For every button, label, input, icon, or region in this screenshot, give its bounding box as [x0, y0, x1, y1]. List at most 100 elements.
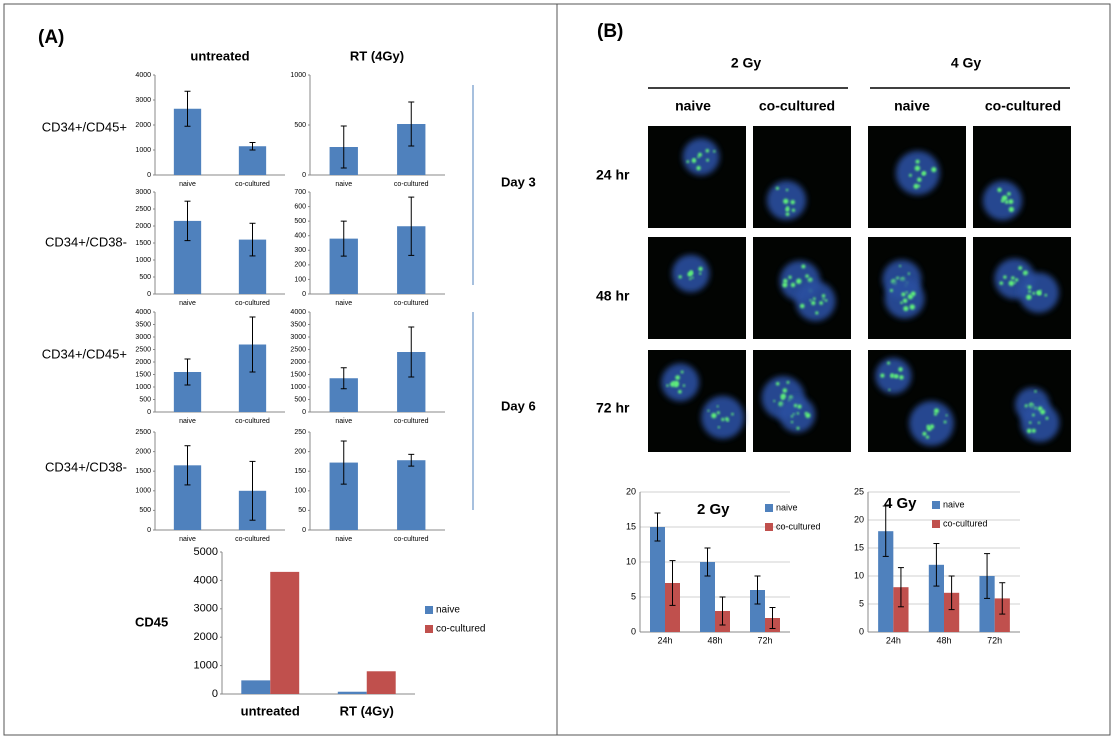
y-tick-label: 2500	[135, 346, 151, 353]
row-label: 24 hr	[596, 167, 630, 183]
focus	[680, 370, 684, 374]
focus	[1011, 276, 1015, 280]
day-label: Day 3	[501, 174, 536, 189]
y-tick-label: 150	[294, 468, 306, 475]
focus	[1028, 421, 1032, 424]
y-tick-label: 0	[302, 291, 306, 298]
row-label: CD34+/CD45+	[42, 119, 127, 134]
focus	[933, 408, 939, 414]
focus	[1008, 199, 1014, 205]
error-bar	[340, 125, 347, 169]
bar	[665, 583, 680, 632]
legend-swatch	[425, 625, 433, 633]
y-tick-label: 3000	[194, 603, 218, 615]
y-tick-label: 1000	[194, 660, 218, 672]
focus	[1028, 290, 1031, 293]
micrograph	[753, 237, 851, 339]
nucleus	[909, 401, 954, 446]
focus	[819, 301, 823, 305]
x-tick-label: 72h	[757, 635, 772, 645]
bar	[366, 671, 396, 694]
focus	[1034, 407, 1037, 410]
bar	[750, 590, 765, 632]
error-bar	[948, 575, 955, 611]
y-tick-label: 0	[302, 172, 306, 179]
x-tick-label: co-cultured	[394, 181, 429, 188]
error-bar	[249, 142, 256, 151]
focus	[899, 265, 902, 268]
focus	[1027, 285, 1032, 290]
focus	[945, 414, 948, 417]
focus	[913, 183, 919, 189]
focus	[790, 420, 794, 424]
focus	[717, 426, 720, 429]
focus	[922, 171, 927, 176]
focus	[1039, 289, 1042, 292]
bar	[241, 680, 271, 694]
micrograph	[648, 126, 746, 228]
focus	[880, 373, 885, 378]
x-tick-label: naive	[179, 300, 196, 307]
nucleus	[895, 150, 940, 195]
y-tick-label: 15	[854, 542, 864, 552]
y-tick-label: 3000	[135, 189, 151, 196]
y-tick-label: 0	[631, 626, 636, 636]
focus	[1034, 390, 1037, 393]
y-tick-label: 0	[147, 527, 151, 534]
focus	[805, 412, 811, 418]
focus	[1032, 413, 1035, 417]
y-tick-label: 400	[294, 233, 306, 240]
y-axis-label: CD45	[135, 614, 168, 629]
legend-label: naive	[776, 502, 798, 512]
focus	[917, 177, 922, 182]
focus	[783, 198, 789, 204]
focus	[731, 412, 734, 416]
y-tick-label: 3000	[135, 97, 151, 104]
focus	[1008, 206, 1014, 213]
focus	[1032, 291, 1036, 295]
focus	[698, 266, 703, 272]
focus	[896, 276, 900, 280]
y-tick-label: 100	[294, 276, 306, 283]
focus	[1031, 428, 1036, 433]
focus	[691, 158, 697, 163]
focus	[675, 375, 680, 380]
x-tick-label: 72h	[987, 635, 1002, 645]
x-tick-label: co-cultured	[394, 300, 429, 307]
y-tick-label: 300	[294, 247, 306, 254]
focus	[908, 173, 912, 177]
x-tick-label: 24h	[657, 635, 672, 645]
legend-swatch	[932, 520, 940, 528]
focus	[799, 303, 805, 309]
focus	[922, 431, 927, 436]
focus	[699, 272, 702, 275]
focus	[887, 361, 891, 365]
focus	[1001, 199, 1004, 203]
focus	[678, 389, 682, 394]
error-bar	[184, 90, 191, 127]
error-bar	[340, 367, 347, 390]
y-tick-label: 50	[298, 507, 306, 514]
legend-label: co-cultured	[436, 624, 485, 635]
x-tick-label: naive	[335, 418, 352, 425]
focus	[1008, 280, 1015, 287]
x-tick-label: naive	[179, 536, 196, 543]
x-tick-label: naive	[179, 418, 196, 425]
focus	[1013, 281, 1016, 284]
focus	[1001, 196, 1006, 201]
focus	[707, 409, 710, 412]
bar	[397, 460, 426, 530]
error-bar	[184, 358, 191, 386]
focus	[775, 186, 780, 190]
column-header: co-cultured	[985, 98, 1061, 114]
y-tick-label: 1500	[290, 371, 306, 378]
y-tick-label: 5	[631, 591, 636, 601]
error-bar	[704, 547, 711, 577]
y-tick-label: 3500	[290, 321, 306, 328]
focus	[997, 187, 1002, 193]
row-label: CD34+/CD38-	[45, 234, 127, 249]
dose-header: 2 Gy	[731, 55, 762, 71]
focus	[903, 305, 909, 312]
y-tick-label: 100	[294, 488, 306, 495]
focus	[678, 275, 682, 279]
